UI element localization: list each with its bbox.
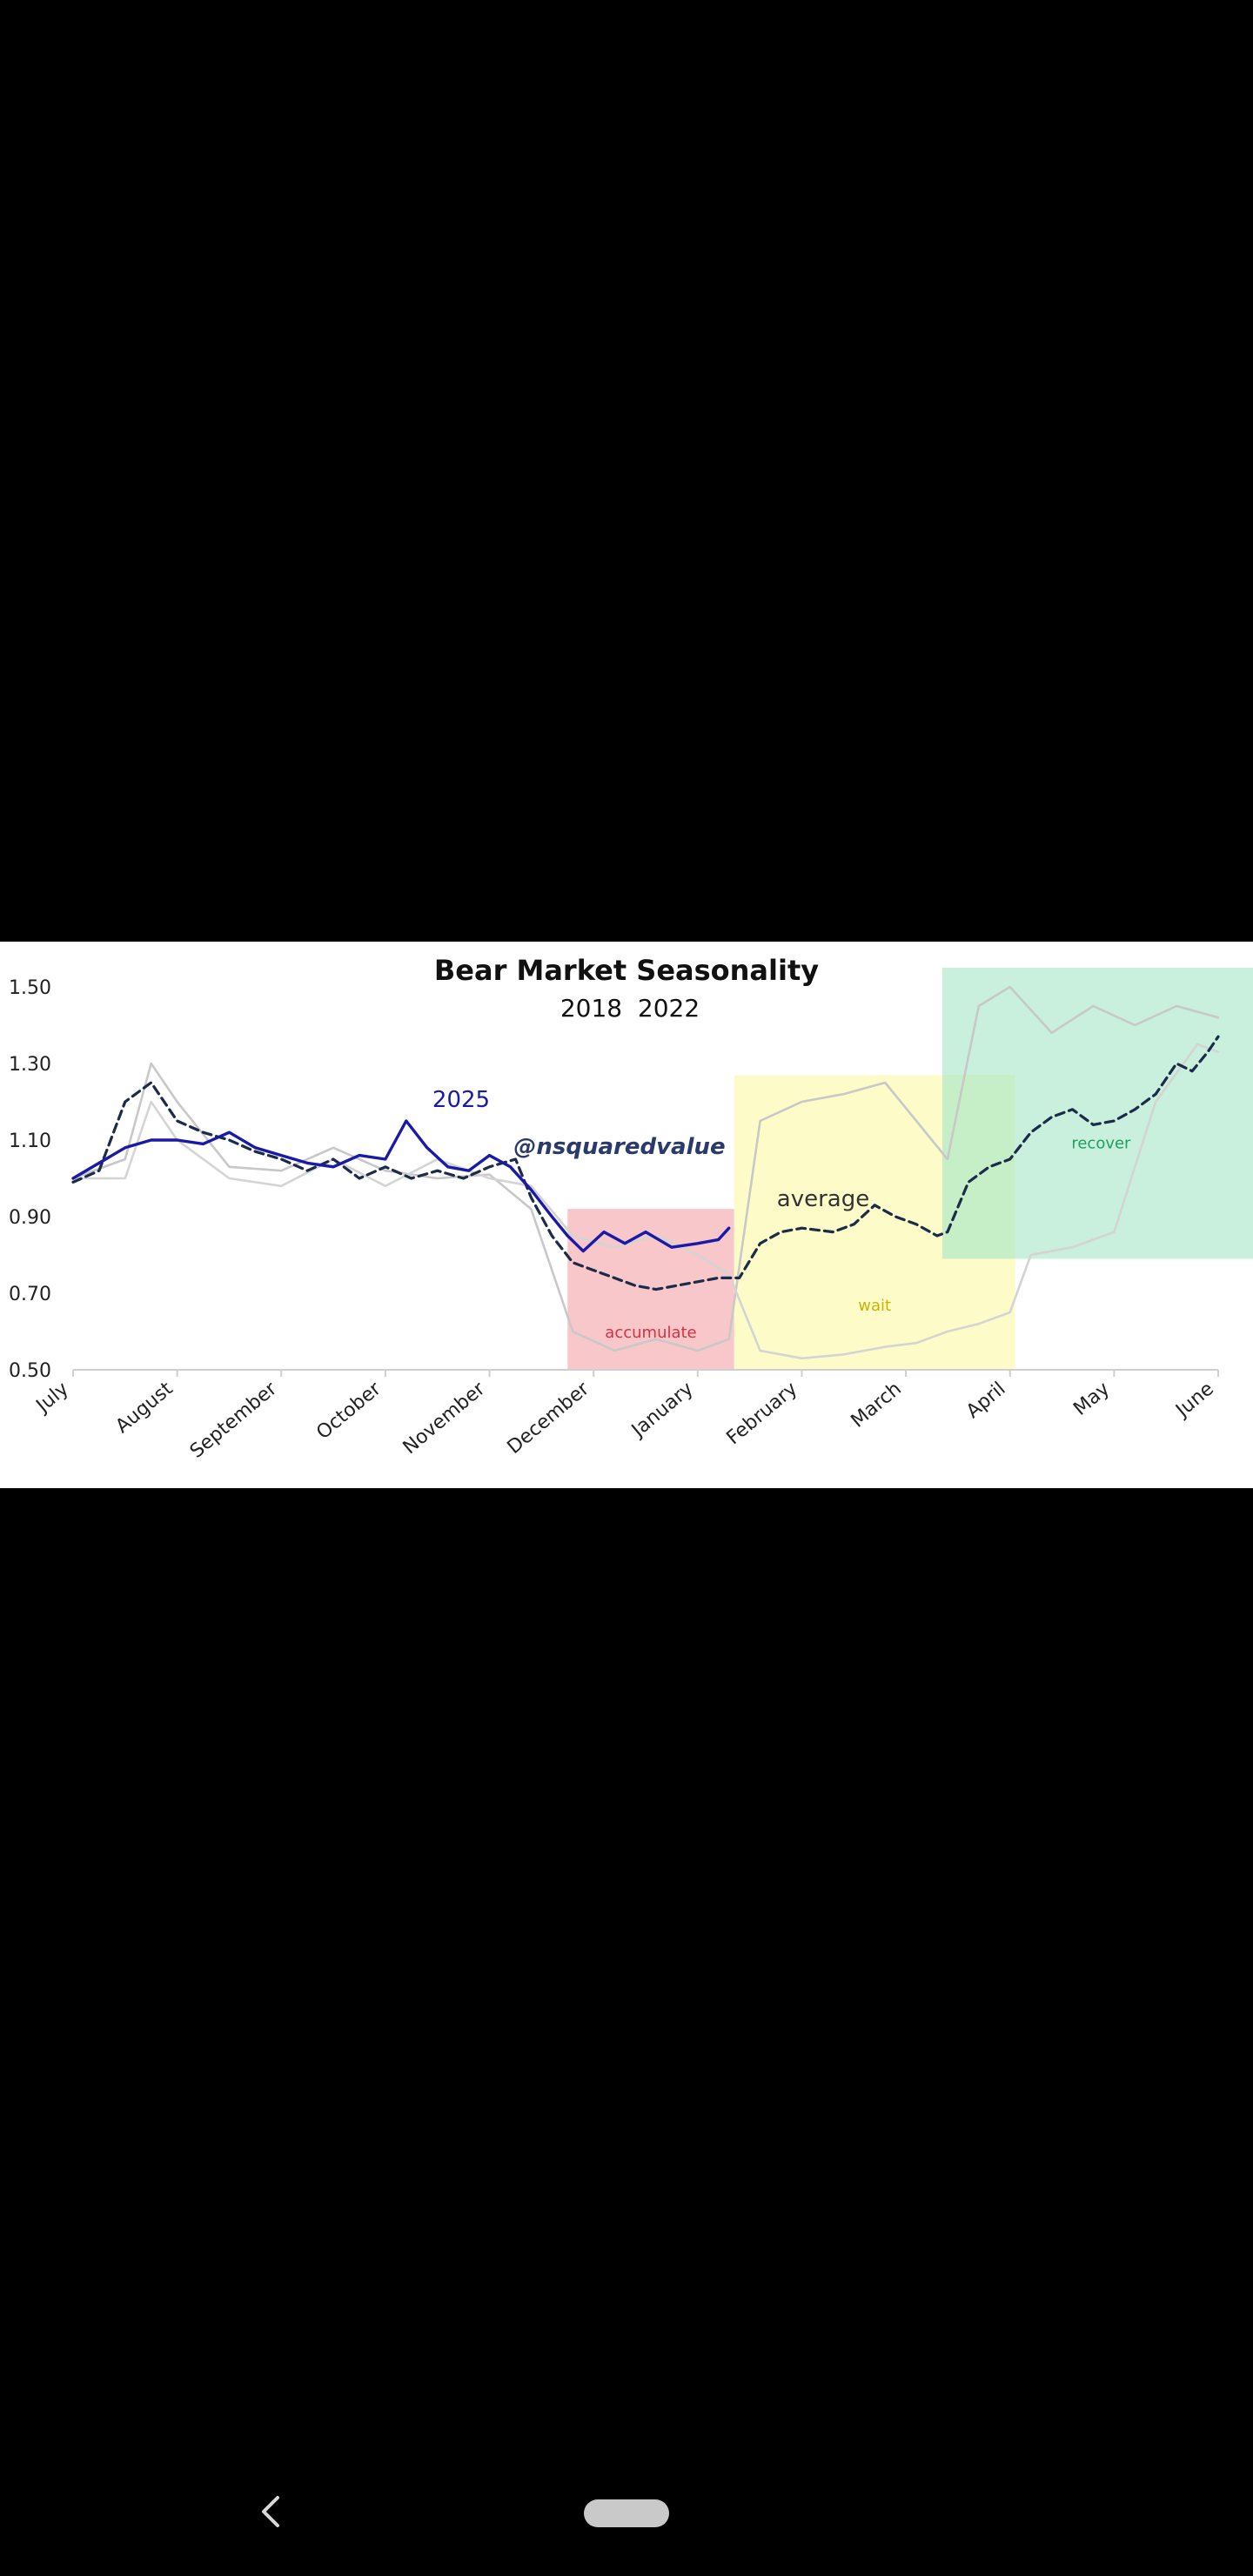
- series-label-2025: 2025: [432, 1087, 490, 1113]
- chart-subtitle: 2018 2022: [560, 994, 700, 1023]
- series-label-average: average: [777, 1186, 869, 1212]
- x-tick-label: October: [312, 1378, 385, 1444]
- x-tick-label: December: [504, 1378, 594, 1459]
- watermark-label: @nsquaredvalue: [513, 1134, 725, 1160]
- y-tick-label: 0.50: [9, 1360, 51, 1382]
- y-tick-label: 0.90: [9, 1207, 51, 1229]
- series-line-average: [71, 1035, 1220, 1291]
- labels-layer: accumulate wait recover 2025 average: [432, 1087, 1131, 1342]
- x-tick-label: June: [1171, 1378, 1218, 1422]
- series-line-2025: [71, 1119, 731, 1253]
- x-tick-label: November: [399, 1378, 490, 1459]
- chart-svg: 0.50 0.70 0.90 1.10 1.30 1.50 July August Septem…: [9, 954, 1253, 1463]
- x-tick-label: May: [1069, 1378, 1114, 1419]
- y-tick-label: 1.30: [9, 1054, 51, 1076]
- back-button[interactable]: [244, 2484, 299, 2539]
- chart-image[interactable]: 0.50 0.70 0.90 1.10 1.30 1.50 July August Septem…: [0, 942, 1253, 1488]
- x-tick-label: February: [723, 1378, 802, 1449]
- lines-layer: [71, 985, 1220, 1360]
- series-line-2018: [71, 985, 1220, 1352]
- regions-layer: [567, 968, 1253, 1370]
- region-label-wait: wait: [858, 1297, 891, 1315]
- region-label-accumulate: accumulate: [605, 1324, 696, 1342]
- region-label-recover: recover: [1071, 1134, 1131, 1152]
- y-tick-label: 1.50: [9, 977, 51, 999]
- home-pill-icon[interactable]: [584, 2499, 669, 2527]
- y-tick-label: 0.70: [9, 1284, 51, 1305]
- chevron-left-icon: [262, 2496, 279, 2527]
- navigation-bar: [0, 2454, 1253, 2576]
- region-recover: [941, 968, 1253, 1259]
- x-tick-label: April: [962, 1378, 1010, 1422]
- x-tick-label: March: [847, 1378, 905, 1432]
- chart-title: Bear Market Seasonality: [434, 954, 819, 987]
- x-tick-label: January: [626, 1378, 697, 1442]
- x-tick-label: September: [186, 1378, 282, 1463]
- x-tick-label: July: [31, 1378, 73, 1418]
- y-tick-label: 1.10: [9, 1130, 51, 1152]
- x-tick-label: August: [111, 1378, 177, 1438]
- series-line-2022: [71, 1043, 1220, 1360]
